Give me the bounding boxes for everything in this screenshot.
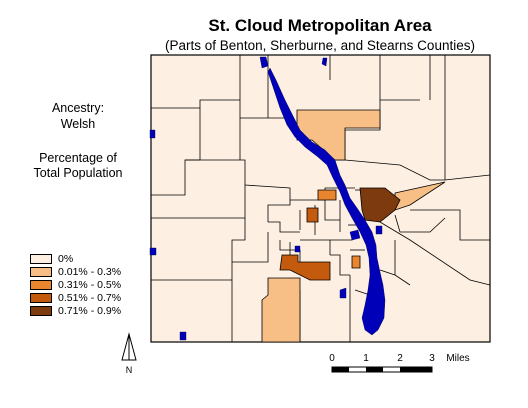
legend-item-2: 0.31% - 0.5% (30, 278, 121, 291)
lake-north (259, 56, 269, 69)
north-arrow-icon (121, 332, 137, 361)
lake-west-1 (149, 129, 156, 139)
legend-item-0: 0% (30, 252, 121, 265)
water-features (149, 56, 386, 341)
lake-southwest (179, 331, 187, 341)
scale-bar (331, 366, 433, 373)
tract-light-south (261, 277, 301, 343)
lake-east (375, 225, 383, 235)
legend-label-4: 0.71% - 0.9% (58, 304, 122, 317)
legend-label-1: 0.01% - 0.3% (58, 265, 122, 278)
legend-label-3: 0.51% - 0.7% (58, 291, 122, 304)
tract-dark-2 (279, 254, 331, 281)
legend-item-1: 0.01% - 0.3% (30, 265, 121, 278)
river (267, 67, 386, 336)
legend-item-3: 0.51% - 0.7% (30, 291, 121, 304)
tract-dark-1 (306, 207, 319, 223)
legend-item-4: 0.71% - 0.9% (30, 304, 121, 317)
lake-central (349, 229, 361, 241)
map-title: St. Cloud Metropolitan Area (208, 16, 432, 35)
shaded-tracts (261, 109, 446, 343)
legend-swatch-1 (30, 266, 52, 277)
lake-north-2 (321, 57, 328, 67)
ancestry-label: Ancestry: (51, 101, 105, 115)
legend-swatch-0 (30, 253, 52, 264)
legend-label-2: 0.31% - 0.5% (58, 278, 122, 291)
map-legend: 0% 0.01% - 0.3% 0.31% - 0.5% 0.51% - 0.7… (30, 252, 121, 317)
legend-swatch-4 (30, 305, 52, 316)
tract-darkest (359, 187, 401, 223)
scale-tick-1: 1 (363, 353, 369, 364)
measure-label-line1: Percentage of (39, 151, 117, 165)
scale-labels: 0 1 2 3 Miles (329, 353, 469, 364)
scale-tick-3: 3 (429, 353, 435, 364)
lake-small (294, 245, 301, 253)
lake-south (339, 287, 347, 299)
legend-swatch-2 (30, 279, 52, 290)
scale-tick-0: 0 (329, 353, 335, 364)
lake-west-2 (149, 247, 157, 256)
north-arrow-label: N (126, 365, 133, 375)
map-subtitle: (Parts of Benton, Sherburne, and Stearns… (165, 38, 475, 53)
legend-label-0: 0% (58, 252, 74, 265)
scale-unit: Miles (446, 353, 469, 364)
measure-label-line2: Total Population (33, 166, 123, 180)
legend-swatch-3 (30, 292, 52, 303)
tract-medium-1 (317, 189, 337, 201)
ancestry-value: Welsh (60, 117, 96, 131)
tract-medium-2 (351, 255, 361, 269)
scale-tick-2: 2 (397, 353, 403, 364)
